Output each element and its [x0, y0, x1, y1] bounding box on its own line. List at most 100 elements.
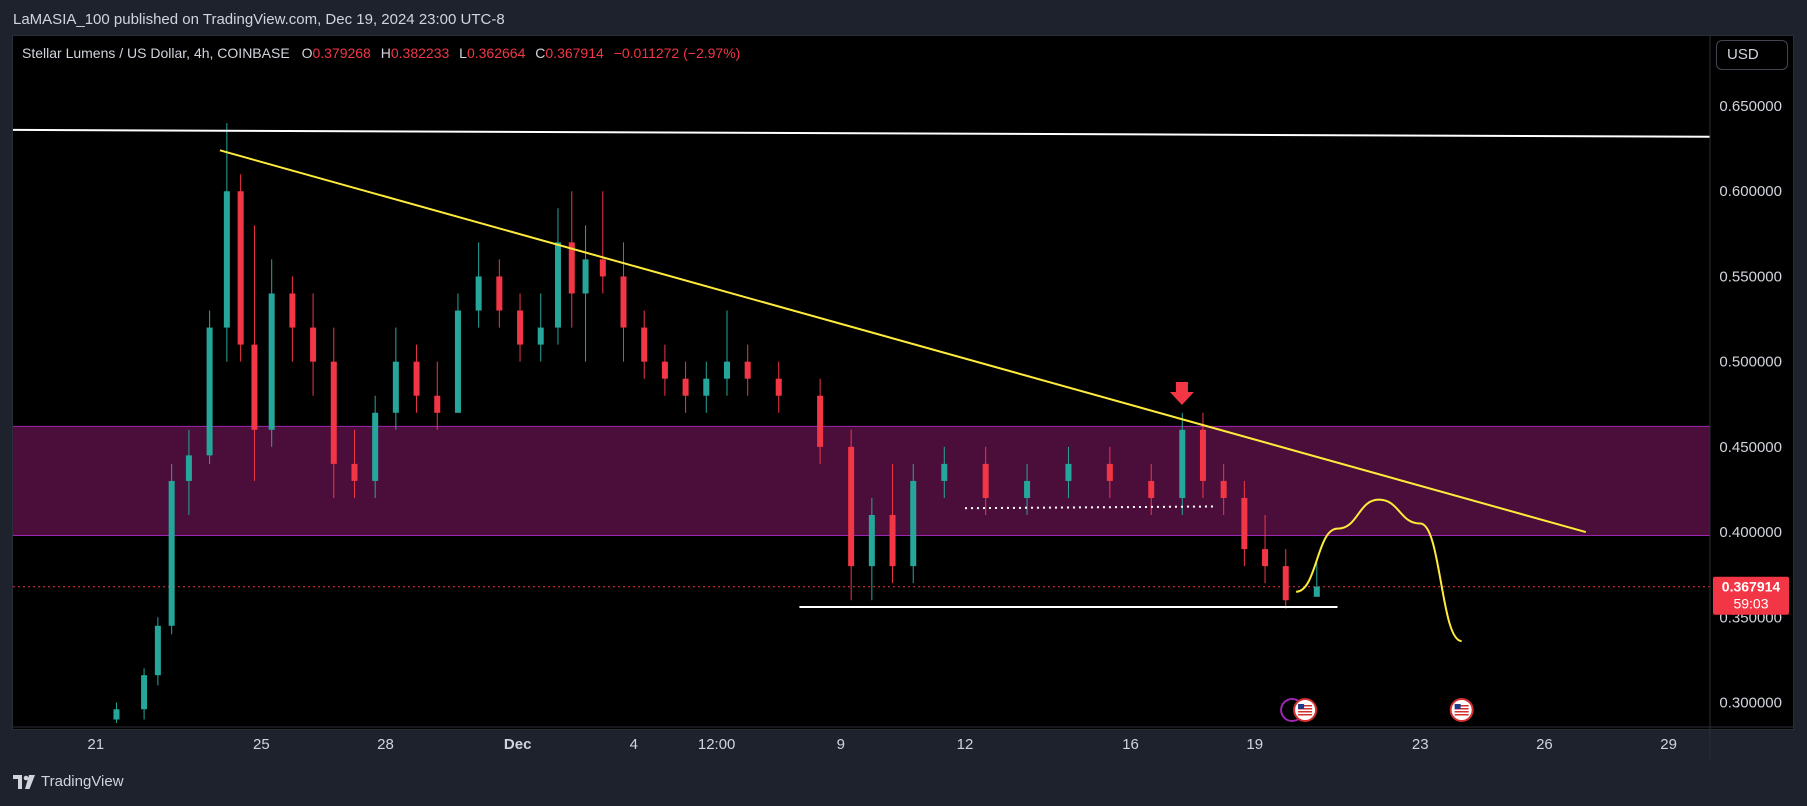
x-tick-label: 4	[630, 736, 638, 753]
y-tick-label: 0.550000	[1719, 268, 1782, 285]
last-price-tag	[1713, 576, 1789, 615]
candle-body	[413, 361, 420, 396]
candle-body	[1148, 480, 1155, 498]
y-tick-label: 0.500000	[1719, 354, 1782, 371]
candle-body	[251, 344, 258, 430]
candle-body	[289, 293, 296, 328]
publisher-caption: LaMASIA_100 published on TradingView.com…	[13, 11, 505, 28]
us-flag-event-icon[interactable]	[1449, 698, 1474, 722]
candle-body	[582, 259, 589, 294]
candle-body	[1179, 429, 1186, 498]
countdown-value: 59:03	[1733, 596, 1768, 612]
candle-body	[1106, 463, 1113, 481]
y-tick-label: 0.650000	[1719, 98, 1782, 115]
descending-trendline[interactable]	[219, 149, 1587, 534]
candle-body	[982, 463, 989, 498]
high-value: 0.382233	[390, 45, 450, 61]
candle-body	[910, 480, 917, 567]
symbol-title: Stellar Lumens / US Dollar, 4h, COINBASE	[22, 45, 290, 61]
y-tick-label: 0.600000	[1719, 183, 1782, 200]
candle-body	[1065, 463, 1072, 481]
candle-body	[744, 361, 751, 379]
chart-pane[interactable]	[12, 35, 1794, 730]
candle-body	[223, 191, 230, 328]
projection-curve[interactable]	[1295, 498, 1463, 643]
candle-body	[330, 361, 337, 464]
resistance-line[interactable]	[12, 128, 1711, 138]
candle-body	[641, 327, 648, 362]
flag-stripe	[1298, 711, 1313, 713]
candle-body	[351, 463, 358, 481]
flag-stripe	[1454, 705, 1469, 707]
high-label: H	[380, 45, 391, 61]
candle-body	[372, 412, 379, 481]
x-tick-label: 23	[1412, 736, 1429, 753]
candle-body	[682, 378, 689, 396]
candle-body	[1241, 497, 1248, 550]
currency-button[interactable]: USD	[1716, 40, 1788, 70]
low-label: L	[459, 45, 467, 61]
x-tick-label: Dec	[504, 736, 532, 753]
flag-circle	[1449, 698, 1474, 722]
open-label: O	[301, 45, 313, 61]
candle-body	[868, 515, 875, 567]
candle-body	[1262, 549, 1269, 567]
candle-body	[141, 675, 148, 710]
symbol-legend: Stellar Lumens / US Dollar, 4h, COINBASE…	[22, 45, 740, 61]
last-price-tag-value: 0.367914	[1722, 579, 1781, 595]
y-tick-label: 0.300000	[1719, 694, 1782, 711]
candle-body	[1313, 586, 1320, 597]
x-tick-label: 29	[1660, 736, 1677, 753]
x-tick-label: 16	[1122, 736, 1139, 753]
x-tick-label: 26	[1536, 736, 1553, 753]
open-value: 0.379268	[312, 45, 371, 61]
candle-body	[154, 625, 161, 676]
candle-body	[392, 361, 399, 413]
candle-body	[168, 480, 175, 626]
tradingview-logo-icon	[13, 774, 35, 789]
candle-body	[206, 327, 213, 456]
flag-canton	[1298, 704, 1305, 709]
footer-brand: TradingView	[13, 773, 124, 790]
candle-body	[310, 327, 317, 362]
candle-body	[496, 276, 503, 311]
candle-body	[1024, 480, 1031, 498]
candle-body	[237, 191, 244, 345]
candle-body	[941, 463, 948, 481]
x-tick-label: 12:00	[698, 736, 736, 753]
candle-body	[185, 455, 192, 481]
candle-body	[817, 395, 824, 447]
footer-brand-label: TradingView	[41, 773, 124, 790]
candle-body	[475, 276, 482, 311]
x-tick-label: 9	[837, 736, 845, 753]
low-value: 0.362664	[466, 45, 526, 61]
x-tick-label: 21	[87, 736, 104, 753]
candle-body	[454, 310, 461, 413]
candle-body	[848, 446, 855, 567]
close-label: C	[535, 45, 546, 61]
candle-body	[599, 259, 606, 277]
candle-body	[268, 293, 275, 430]
y-tick-label: 0.450000	[1719, 439, 1782, 456]
candle-body	[434, 395, 441, 413]
y-tick-label: 0.400000	[1719, 524, 1782, 541]
flag-stripe	[1298, 708, 1313, 710]
us-flag-event-icon[interactable]	[1293, 698, 1318, 722]
x-tick-label: 12	[957, 736, 974, 753]
candle-body	[703, 378, 710, 396]
flag-circle	[1293, 698, 1318, 722]
flag-stripe	[1454, 714, 1469, 716]
down-arrow-marker-icon	[1169, 382, 1194, 405]
candle-body	[517, 310, 524, 345]
close-value: 0.367914	[545, 45, 604, 61]
candle-body	[723, 361, 730, 379]
candle-body	[537, 327, 544, 345]
flag-stripe	[1298, 714, 1313, 716]
candle-body	[113, 709, 120, 720]
flag-stripe	[1454, 711, 1469, 713]
candle-body	[568, 242, 575, 294]
candle-body	[889, 515, 896, 567]
flag-canton	[1454, 704, 1461, 709]
x-tick-label: 28	[377, 736, 394, 753]
